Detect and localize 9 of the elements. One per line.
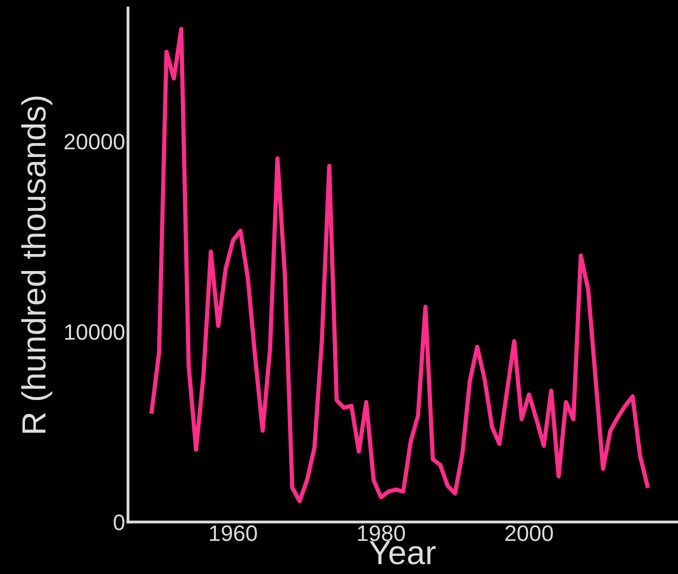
y-tick-label: 20000 xyxy=(64,134,124,150)
line-series xyxy=(150,26,650,504)
y-axis-title: R (hundred thousands) xyxy=(21,96,52,433)
x-axis-title: Year xyxy=(370,541,436,564)
x-tick-label: 2000 xyxy=(505,525,553,542)
y-tick-label: 10000 xyxy=(65,324,124,340)
x-tick-label: 1980 xyxy=(358,525,405,542)
y-tick-label: 0 xyxy=(114,514,124,530)
x-tick-label: 1960 xyxy=(210,525,257,542)
